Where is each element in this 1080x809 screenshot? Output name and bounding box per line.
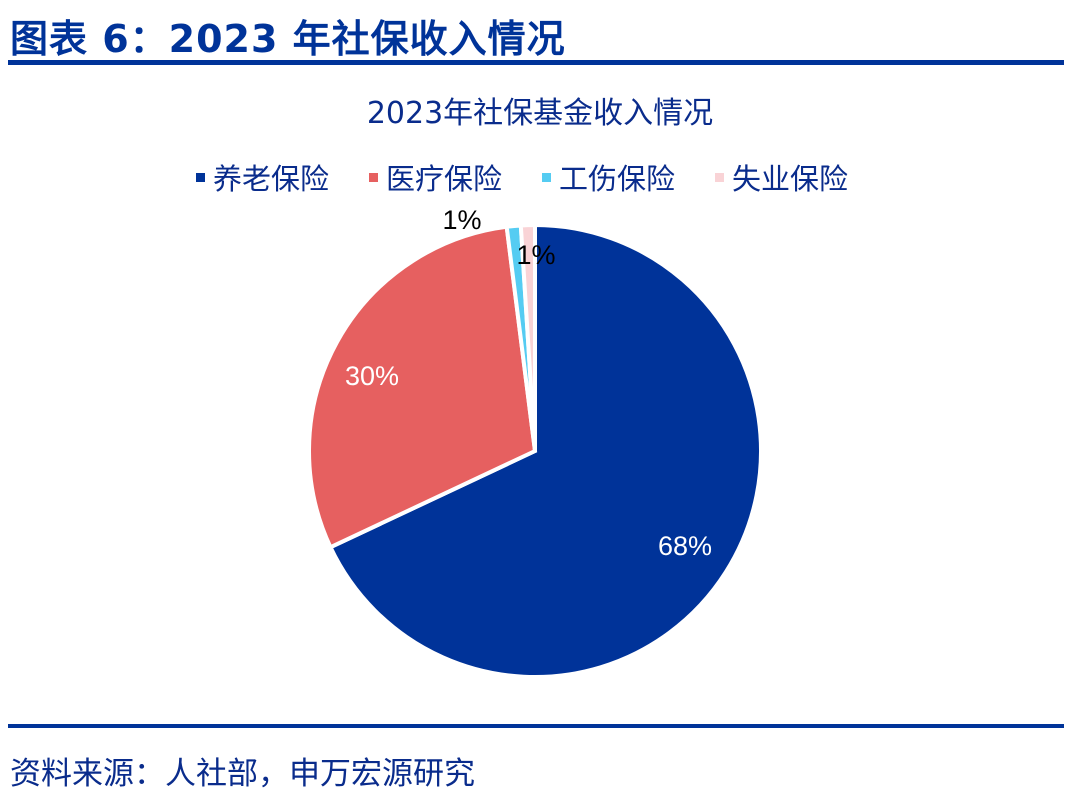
bottom-divider bbox=[8, 724, 1064, 728]
data-label: 1% bbox=[442, 205, 481, 235]
legend-label: 养老保险 bbox=[213, 162, 330, 196]
figure-title: 图表 6：2023 年社保收入情况 bbox=[10, 17, 566, 61]
legend-item-injury: 工伤保险 bbox=[542, 156, 675, 198]
legend: 养老保险 医疗保险 工伤保险 失业保险 bbox=[196, 156, 848, 198]
data-label: 1% bbox=[516, 240, 555, 270]
data-label: 30% bbox=[345, 361, 399, 391]
legend-label: 失业保险 bbox=[732, 162, 849, 196]
legend-swatch bbox=[196, 172, 205, 182]
data-label: 68% bbox=[658, 531, 712, 561]
legend-label: 医疗保险 bbox=[386, 162, 503, 196]
legend-swatch bbox=[542, 172, 552, 182]
legend-swatch bbox=[369, 172, 379, 182]
pie-slice-0 bbox=[327, 222, 763, 679]
legend-item-unemployment: 失业保险 bbox=[715, 156, 848, 198]
top-divider bbox=[8, 60, 1064, 65]
legend-item-pension: 养老保险 bbox=[196, 156, 329, 198]
legend-swatch bbox=[715, 172, 725, 182]
pie-slice-1 bbox=[307, 224, 538, 550]
chart-title: 2023年社保基金收入情况 bbox=[366, 96, 714, 131]
pie-slice-3 bbox=[518, 222, 537, 452]
legend-item-medical: 医疗保险 bbox=[369, 156, 502, 198]
source-note: 资料来源：人社部，申万宏源研究 bbox=[10, 756, 475, 792]
legend-label: 工伤保险 bbox=[559, 162, 676, 196]
